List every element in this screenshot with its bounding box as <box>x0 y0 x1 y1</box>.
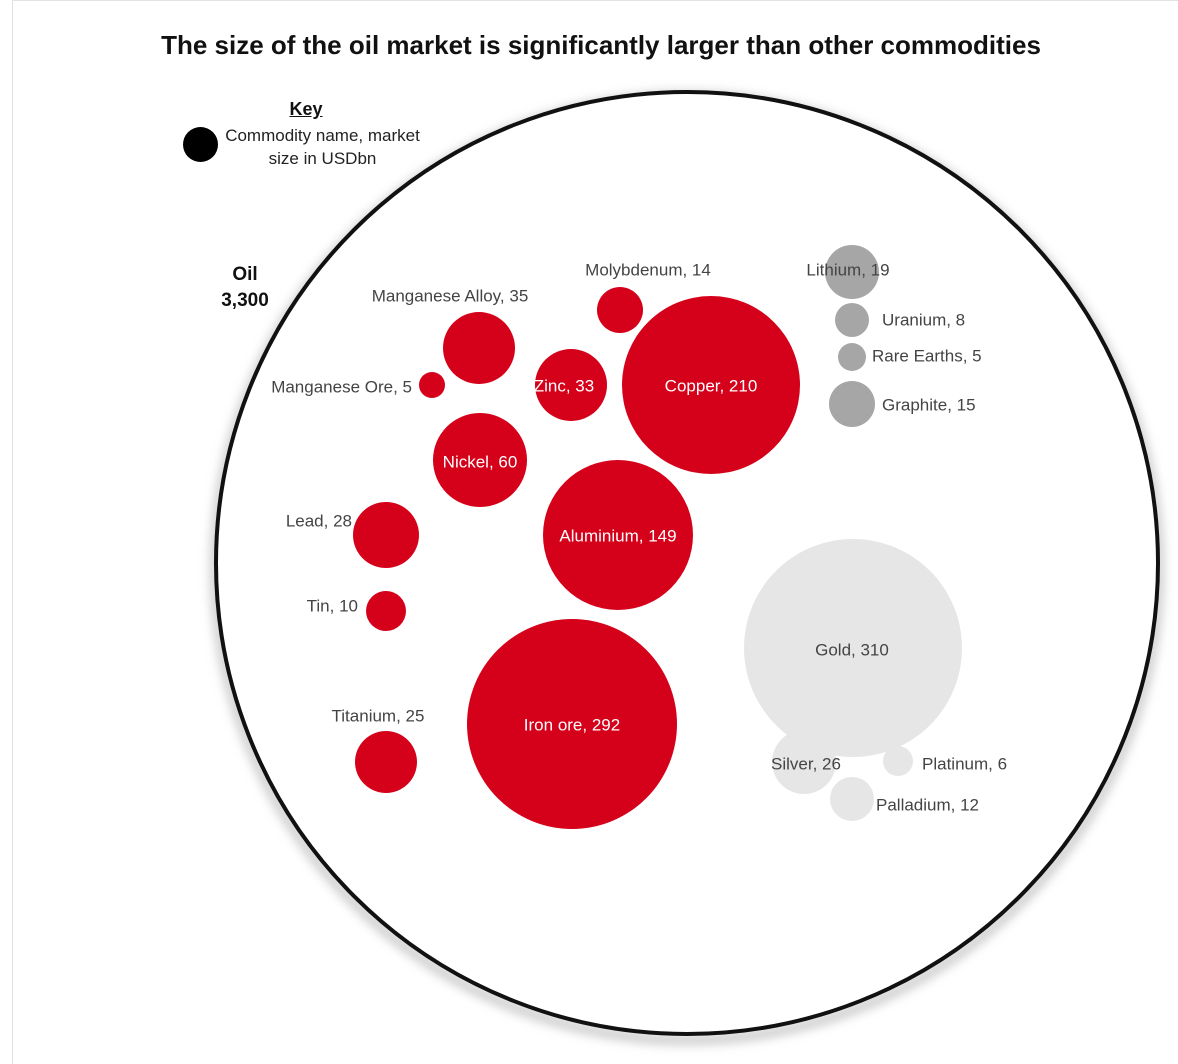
molybdenum-bubble <box>597 287 643 333</box>
zinc-label: Zinc, 33 <box>534 376 594 395</box>
gold-bubble <box>744 539 962 757</box>
aluminium-bubble <box>543 460 693 610</box>
key-heading: Key <box>289 99 323 119</box>
chart-title: The size of the oil market is significan… <box>161 30 1041 60</box>
palladium-label: Palladium, 12 <box>876 795 979 814</box>
manganese-ore-bubble <box>419 372 445 398</box>
nickel-bubble <box>433 413 527 507</box>
lead-bubble <box>353 502 419 568</box>
nickel-label: Nickel, 60 <box>443 452 518 471</box>
palladium-bubble <box>830 777 874 821</box>
rare-earths-bubble <box>838 343 866 371</box>
lead-label: Lead, 28 <box>286 511 352 530</box>
key-dot <box>183 127 218 162</box>
platinum-bubble <box>883 746 913 776</box>
chart-frame <box>12 0 1178 1064</box>
rare-earths-label: Rare Earths, 5 <box>872 346 982 365</box>
oil-value-label: 3,300 <box>221 290 269 311</box>
oil-name-label: Oil <box>232 264 258 285</box>
key-description: Commodity name, market size in USDbn <box>225 126 420 168</box>
zinc-bubble <box>535 349 607 421</box>
silver-bubble <box>772 730 836 794</box>
uranium-label: Uranium, 8 <box>882 310 965 329</box>
manganese-ore-label: Manganese Ore, 5 <box>271 377 412 396</box>
iron-ore-label: Iron ore, 292 <box>524 715 620 734</box>
uranium-bubble <box>835 303 869 337</box>
commodity-bubbles: Manganese Alloy, 35 Molybdenum, 14 Mangane… <box>271 245 1007 829</box>
manganese-alloy-label: Manganese Alloy, 35 <box>372 286 529 305</box>
gold-label: Gold, 310 <box>815 640 889 659</box>
manganese-alloy-bubble <box>443 312 515 384</box>
tin-bubble <box>366 591 406 631</box>
iron-ore-bubble <box>467 619 677 829</box>
copper-bubble <box>622 296 800 474</box>
graphite-label: Graphite, 15 <box>882 395 976 414</box>
silver-label: Silver, 26 <box>771 754 841 773</box>
lithium-label: Lithium, 19 <box>806 260 889 279</box>
titanium-bubble <box>355 731 417 793</box>
platinum-label: Platinum, 6 <box>922 754 1007 773</box>
graphite-bubble <box>829 381 875 427</box>
lithium-bubble <box>825 245 879 299</box>
aluminium-label: Aluminium, 149 <box>559 526 676 545</box>
titanium-label: Titanium, 25 <box>332 706 425 725</box>
tin-label: Tin, 10 <box>307 596 358 615</box>
copper-label: Copper, 210 <box>665 376 758 395</box>
molybdenum-label: Molybdenum, 14 <box>585 260 711 279</box>
